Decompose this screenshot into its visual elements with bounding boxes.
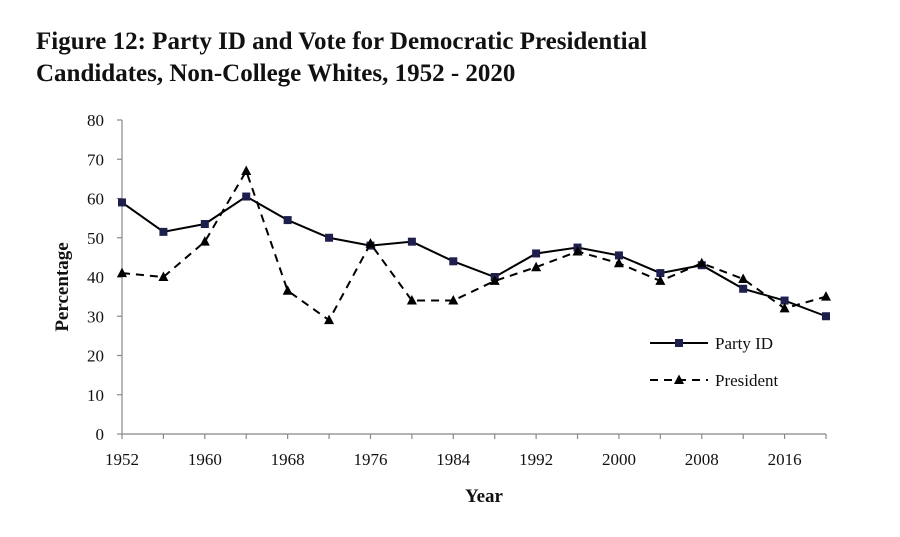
x-tick-label: 2016 [768, 450, 802, 469]
y-tick-label: 10 [87, 386, 104, 405]
data-point-party-id [242, 192, 251, 201]
x-tick-label: 1976 [353, 450, 387, 469]
series-group [117, 165, 831, 325]
y-tick-label: 40 [87, 268, 104, 287]
data-point-party-id [200, 220, 209, 229]
x-tick-label: 1984 [436, 450, 471, 469]
data-point-party-id [118, 198, 126, 207]
y-tick-label: 20 [87, 347, 104, 366]
y-tick-label: 0 [96, 425, 105, 444]
legend: Party ID President [650, 334, 779, 390]
data-point-president [199, 236, 210, 246]
x-tick-label: 1960 [188, 450, 222, 469]
data-point-president [821, 291, 831, 301]
data-point-party-id [283, 216, 292, 225]
data-point-president [448, 295, 459, 305]
x-tick-label: 1992 [519, 450, 553, 469]
data-point-party-id [780, 296, 789, 305]
y-tick-label: 50 [87, 229, 104, 248]
legend-marker-party-id [675, 339, 683, 347]
data-point-party-id [449, 257, 458, 266]
x-axis-title: Year [465, 486, 504, 507]
x-tick-label: 2008 [685, 450, 719, 469]
data-point-president [117, 267, 127, 278]
data-point-party-id [407, 237, 416, 246]
data-point-president [241, 165, 252, 176]
data-point-president [696, 257, 707, 268]
data-point-party-id [325, 233, 334, 242]
legend-label-president: President [715, 371, 779, 390]
data-point-party-id [822, 312, 830, 321]
data-point-party-id [614, 251, 623, 260]
data-point-president [655, 275, 666, 285]
data-point-party-id [739, 284, 748, 293]
x-tick-label: 2000 [602, 450, 636, 469]
y-tick-label: 60 [87, 190, 104, 209]
data-point-president [572, 245, 583, 256]
chart-title: Figure 12: Party ID and Vote for Democra… [36, 28, 648, 87]
y-tick-label: 30 [87, 307, 104, 326]
data-point-president [738, 273, 749, 283]
data-point-president [324, 314, 335, 325]
series-line-party-id [121, 195, 827, 318]
data-point-president [365, 238, 376, 248]
data-point-party-id [532, 249, 541, 258]
y-tick-label: 70 [87, 150, 104, 169]
y-axis-title: Percentage [52, 242, 73, 331]
legend-marker-president [674, 374, 684, 384]
legend-label-party-id: Party ID [715, 334, 773, 353]
data-point-president [613, 257, 624, 268]
series-president [117, 165, 831, 325]
series-party-id [118, 192, 830, 321]
data-point-party-id [656, 269, 665, 278]
data-point-president [158, 271, 169, 281]
data-point-party-id [159, 227, 168, 236]
data-point-president [531, 261, 542, 272]
x-tick-group: 1952 1960 1968 1976 1984 1992 2000 2008 2016 [105, 434, 827, 469]
series-line-president [121, 168, 827, 322]
x-tick-label: 1952 [105, 450, 139, 469]
y-tick-group: 0 10 20 30 40 50 60 70 80 [87, 111, 122, 444]
data-point-president [779, 302, 790, 313]
data-point-president [489, 275, 500, 285]
y-tick-label: 80 [87, 111, 104, 130]
x-tick-label: 1968 [271, 450, 305, 469]
data-point-president [282, 285, 293, 295]
data-point-president [406, 295, 417, 305]
